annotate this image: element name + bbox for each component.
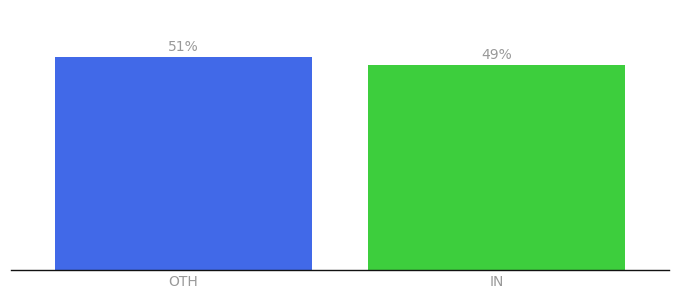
Bar: [55, 57, 312, 270]
Bar: [368, 65, 625, 270]
Text: 49%: 49%: [481, 48, 512, 62]
Text: 51%: 51%: [168, 40, 199, 54]
